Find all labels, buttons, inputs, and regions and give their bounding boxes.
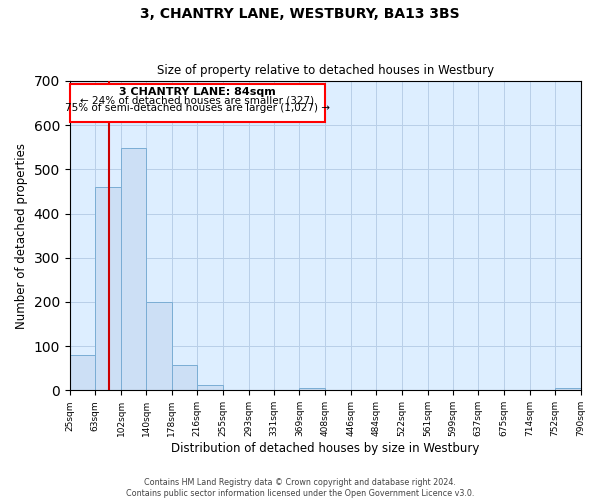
Text: 3, CHANTRY LANE, WESTBURY, BA13 3BS: 3, CHANTRY LANE, WESTBURY, BA13 3BS xyxy=(140,8,460,22)
Text: ← 24% of detached houses are smaller (327): ← 24% of detached houses are smaller (32… xyxy=(80,95,314,105)
Y-axis label: Number of detached properties: Number of detached properties xyxy=(15,142,28,328)
Text: Contains HM Land Registry data © Crown copyright and database right 2024.
Contai: Contains HM Land Registry data © Crown c… xyxy=(126,478,474,498)
Bar xyxy=(299,388,325,390)
Bar xyxy=(555,388,581,390)
Bar xyxy=(70,355,95,390)
Title: Size of property relative to detached houses in Westbury: Size of property relative to detached ho… xyxy=(157,64,494,77)
Bar xyxy=(121,148,146,390)
Bar xyxy=(197,384,223,390)
Bar xyxy=(146,302,172,390)
Text: 3 CHANTRY LANE: 84sqm: 3 CHANTRY LANE: 84sqm xyxy=(119,87,276,97)
X-axis label: Distribution of detached houses by size in Westbury: Distribution of detached houses by size … xyxy=(171,442,479,455)
Text: 75% of semi-detached houses are larger (1,027) →: 75% of semi-detached houses are larger (… xyxy=(65,103,330,113)
Bar xyxy=(172,365,197,390)
Bar xyxy=(95,187,121,390)
Bar xyxy=(70,84,325,122)
